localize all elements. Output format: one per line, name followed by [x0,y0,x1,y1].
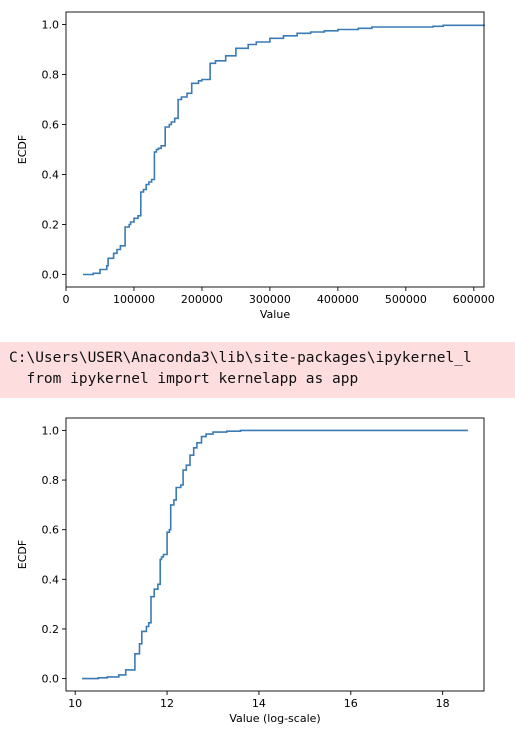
x-axis-label: Value [260,308,290,321]
y-axis-label: ECDF [16,135,29,164]
x-tick-label: 14 [252,697,266,710]
y-tick-label: 0.8 [42,69,60,82]
ecdf-line-1 [83,24,485,276]
y-tick-label: 0.4 [42,169,60,182]
x-tick-label: 0 [63,293,70,306]
y-tick-label: 0.4 [42,573,60,586]
x-tick-label: 18 [436,697,450,710]
y-tick-label: 0.0 [42,673,60,686]
y-tick-label: 0.6 [42,524,60,537]
y-tick-label: 1.0 [42,424,60,437]
y-tick-label: 0.6 [42,119,60,132]
stderr-line-2: from ipykernel import kernelapp as app [9,371,359,387]
chart-ecdf-value: 0 100000 200000 300000 400000 500000 600000 0.0… [16,11,495,321]
x-axis-label: Value (log-scale) [229,712,320,725]
x-tick-label: 100000 [113,293,155,306]
y-tick-label: 0.0 [42,269,60,282]
x-tick-label: 12 [160,697,174,710]
y-tick-label: 1.0 [42,19,60,32]
y-tick-label: 0.2 [42,623,60,636]
ecdf-line-1 [82,429,468,680]
x-tick-label: 600000 [453,293,495,306]
stderr-line-1: C:\Users\USER\Anaconda3\lib\site-package… [9,350,472,366]
x-tick-label: 300000 [249,293,291,306]
x-tick-label: 200000 [181,293,223,306]
y-axis-label: ECDF [16,540,29,569]
plot-frame [65,11,485,288]
chart-ecdf-log-value: 10 12 14 16 18 0.0 0.2 0.4 0.6 0.8 1.0 Value (log-s… [16,417,485,725]
y-tick-label: 0.2 [42,219,60,232]
x-tick-label: 10 [68,697,82,710]
plot-frame [65,417,485,692]
x-tick-label: 400000 [317,293,359,306]
stderr-output: C:\Users\USER\Anaconda3\lib\site-package… [0,342,515,398]
y-tick-label: 0.8 [42,474,60,487]
x-tick-label: 500000 [385,293,427,306]
x-tick-label: 16 [344,697,358,710]
